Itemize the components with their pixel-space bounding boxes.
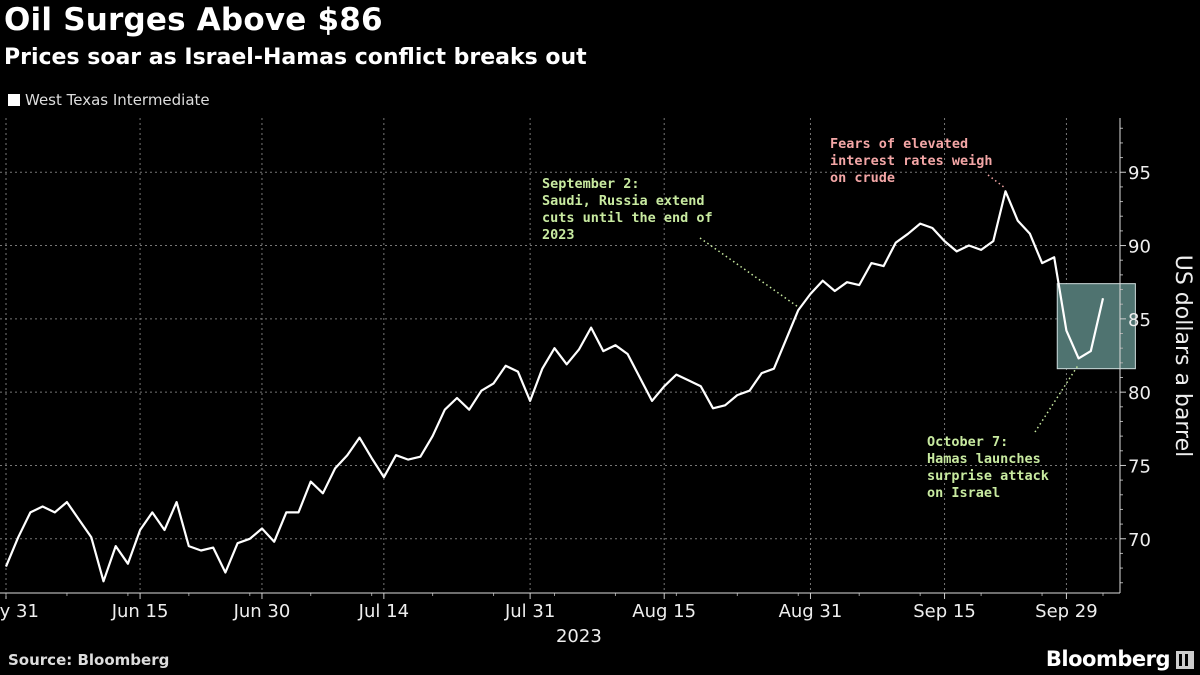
x-tick-label: Jul 14 <box>358 601 409 622</box>
annotation-text: September 2: Saudi, Russia extend cuts unt… <box>542 176 713 243</box>
x-tick-label: Jun 15 <box>111 601 169 622</box>
annotation-text: October 7: Hamas launches surprise attack o… <box>927 434 1049 501</box>
annotation-line: on Israel <box>927 485 1000 501</box>
annotation-line: Saudi, Russia extend <box>542 193 705 209</box>
source-note: Source: Bloomberg <box>8 651 170 669</box>
y-tick-label: 90 <box>1128 237 1151 258</box>
annotations: September 2: Saudi, Russia extend cuts unt… <box>542 136 1049 501</box>
annotation-line: Hamas launches <box>927 451 1041 467</box>
annotation-leader <box>987 174 1006 189</box>
x-tick-label: Sep 29 <box>1035 601 1098 622</box>
annotation-line: Fears of elevated <box>830 136 968 152</box>
chart-subtitle: Prices soar as Israel-Hamas conflict bre… <box>4 45 587 70</box>
chart-title: Oil Surges Above $86 <box>4 2 383 38</box>
x-tick-label: May 31 <box>0 601 39 622</box>
y-tick-label: 85 <box>1128 310 1151 331</box>
bloomberg-logo: Bloomberg <box>1045 647 1171 671</box>
y-tick-label: 80 <box>1128 383 1151 404</box>
x-tick-label: Aug 31 <box>779 601 843 622</box>
annotation-line: September 2: <box>542 176 640 192</box>
legend-label: West Texas Intermediate <box>25 91 210 109</box>
annotation-line: interest rates weigh <box>830 153 993 169</box>
x-axis-year-label: 2023 <box>556 626 602 647</box>
y-axis-label: US dollars a barrel <box>1170 255 1195 457</box>
annotation-line: on crude <box>830 170 895 186</box>
legend: West Texas Intermediate <box>8 91 210 109</box>
annotation-line: cuts until the end of <box>542 210 713 226</box>
annotation-line: October 7: <box>927 434 1008 450</box>
x-tick-label: Jun 30 <box>233 601 291 622</box>
y-tick-label: 75 <box>1128 456 1151 477</box>
annotation-text: Fears of elevated interest rates weigh on … <box>830 136 993 186</box>
legend-swatch <box>8 94 20 106</box>
annotation-line: surprise attack <box>927 468 1049 484</box>
x-tick-label: Jul 31 <box>504 601 555 622</box>
bloomberg-terminal-icon <box>1176 651 1194 669</box>
y-tick-label: 70 <box>1128 530 1151 551</box>
wti-price-line <box>4 190 1105 583</box>
grid <box>0 118 1120 593</box>
annotation-line: 2023 <box>542 227 575 243</box>
x-tick-label: Aug 15 <box>632 601 696 622</box>
y-tick-label: 95 <box>1128 163 1151 184</box>
annotation-leader <box>699 237 799 308</box>
annotation-leaders <box>699 174 1080 433</box>
annotation-leader <box>1034 364 1080 433</box>
x-tick-label: Sep 15 <box>913 601 976 622</box>
axes: 70 75 80 85 90 95 May 31 Jun 15 Jun 30 Jul 14 Jul … <box>0 118 1195 647</box>
